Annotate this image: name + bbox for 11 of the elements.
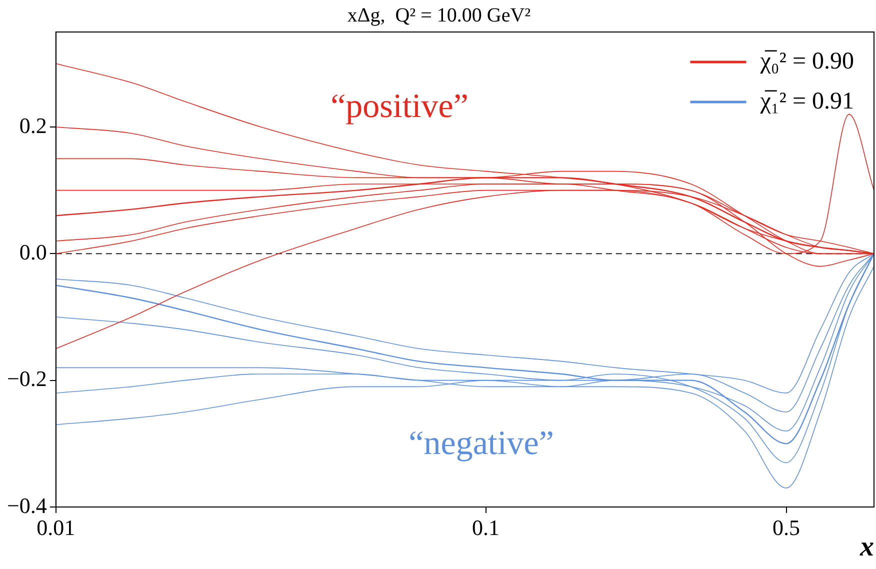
annotation: “negative” — [408, 425, 554, 462]
chart-title: xΔg, Q² = 10.00 GeV² — [347, 4, 531, 26]
x-tick-label: 0.1 — [472, 514, 500, 540]
y-tick-label: 0.0 — [19, 239, 47, 264]
x-tick-label: 0.5 — [772, 514, 800, 540]
legend-label: χ̅₀² = 0.90 — [759, 48, 854, 74]
y-tick-label: 0.2 — [19, 112, 47, 138]
y-tick-label: −0.2 — [6, 366, 47, 392]
legend-label: χ̅₁² = 0.91 — [759, 88, 854, 114]
annotation: “positive” — [330, 88, 468, 125]
x-axis-title: x — [859, 531, 874, 562]
